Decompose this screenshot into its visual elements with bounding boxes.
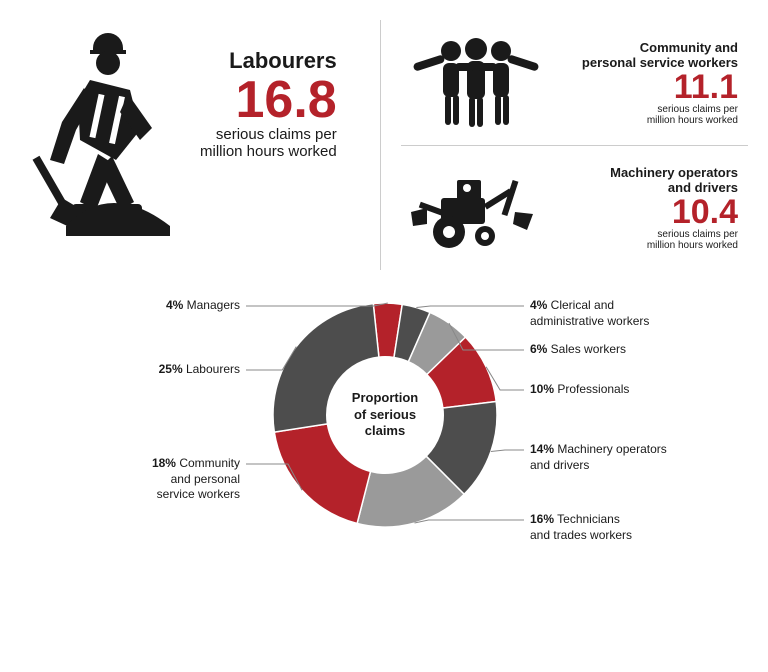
donut-center-label: Proportion of serious claims — [270, 300, 500, 530]
top-stats-row: Labourers 16.8 serious claims per millio… — [0, 0, 768, 270]
machinery-tractor-icon — [401, 158, 551, 258]
legend-clerical: 4% Clerical andadministrative workers — [530, 298, 730, 329]
labourers-panel: Labourers 16.8 serious claims per millio… — [20, 20, 380, 270]
labourers-sub2: million hours worked — [200, 143, 337, 160]
legend-managers: 4% Managers — [100, 298, 240, 314]
machinery-panel: Machinery operators and drivers 10.4 ser… — [401, 145, 748, 270]
legend-technicians: 16% Techniciansand trades workers — [530, 512, 750, 543]
labourers-value: 16.8 — [200, 74, 337, 126]
machinery-value: 10.4 — [551, 195, 738, 229]
community-people-icon — [401, 33, 551, 133]
legend-professionals: 10% Professionals — [530, 382, 730, 398]
legend-mach_ops: 14% Machinery operatorsand drivers — [530, 442, 750, 473]
community-sub1: serious claims per — [551, 104, 738, 115]
legend-sales: 6% Sales workers — [530, 342, 730, 358]
machinery-title1: Machinery operators — [551, 165, 738, 180]
labourer-digging-icon — [20, 30, 200, 240]
legend-community: 18% Communityand personalservice workers — [60, 456, 240, 503]
machinery-sub1: serious claims per — [551, 229, 738, 240]
community-panel: Community and personal service workers 1… — [401, 20, 748, 145]
community-title1: Community and — [551, 40, 738, 55]
donut-center-text: Proportion of serious claims — [345, 390, 425, 441]
donut-chart-section: Proportion of serious claims 4% Managers… — [0, 270, 768, 660]
legend-labourers: 25% Labourers — [100, 362, 240, 378]
donut-chart: Proportion of serious claims — [270, 300, 500, 530]
right-stats-column: Community and personal service workers 1… — [380, 20, 748, 270]
machinery-sub2: million hours worked — [551, 240, 738, 251]
community-sub2: million hours worked — [551, 115, 738, 126]
labourers-sub1: serious claims per — [200, 126, 337, 143]
community-value: 11.1 — [551, 70, 738, 104]
